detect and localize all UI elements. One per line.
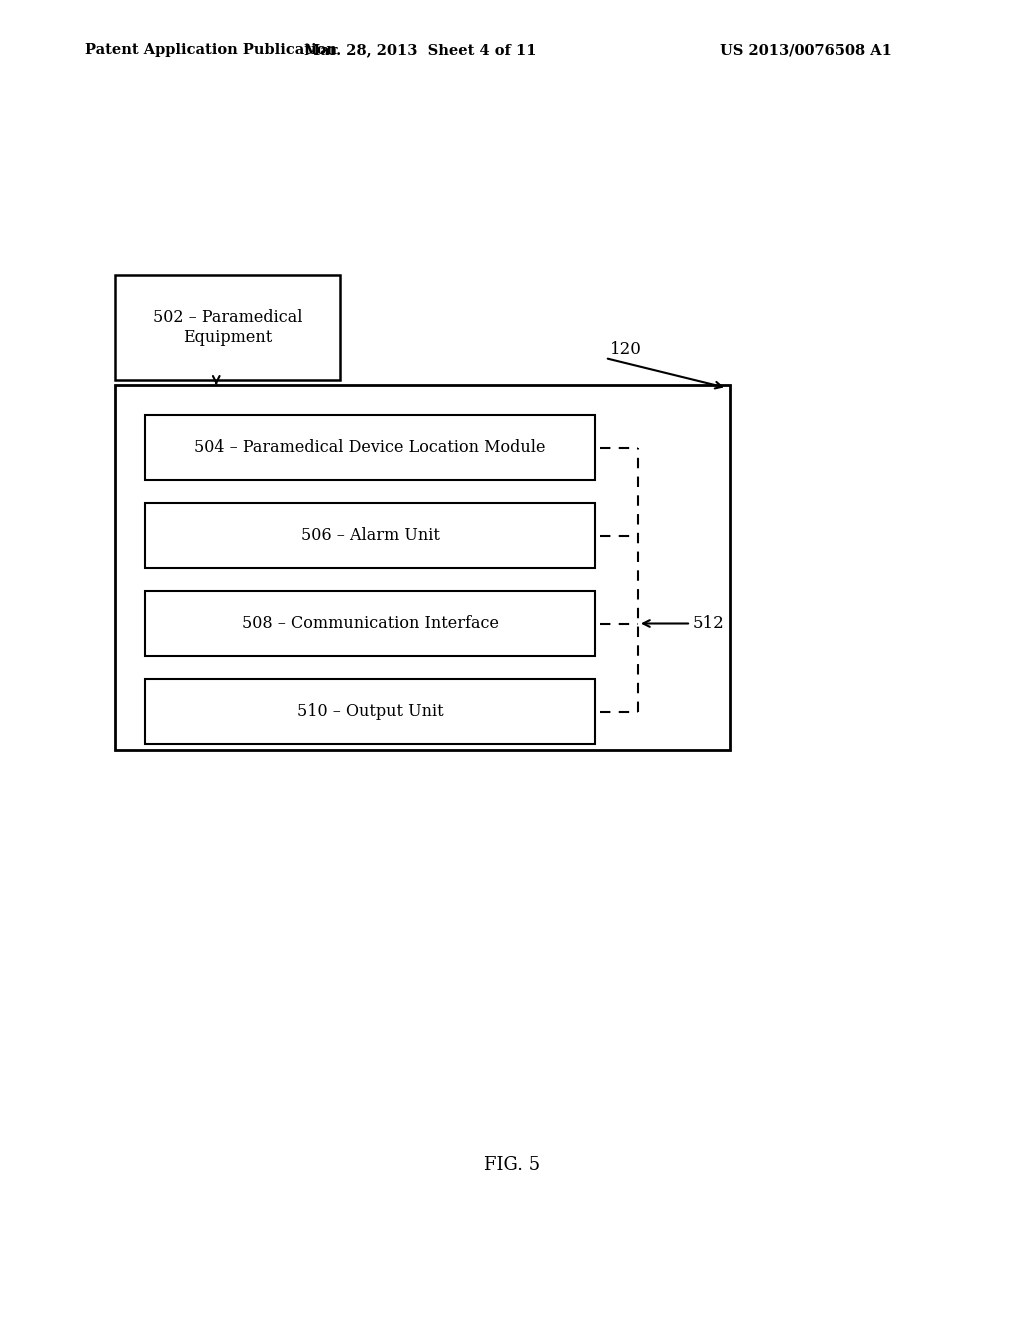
Text: Patent Application Publication: Patent Application Publication [85,44,337,57]
Text: 510 – Output Unit: 510 – Output Unit [297,704,443,719]
Text: FIG. 5: FIG. 5 [484,1156,540,1173]
Bar [115,385,730,750]
Text: US 2013/0076508 A1: US 2013/0076508 A1 [720,44,892,57]
Text: Mar. 28, 2013  Sheet 4 of 11: Mar. 28, 2013 Sheet 4 of 11 [304,44,537,57]
Bar [145,414,595,480]
Text: 120: 120 [610,342,642,359]
Text: 512: 512 [693,615,725,632]
Bar [145,503,595,568]
Text: 506 – Alarm Unit: 506 – Alarm Unit [301,527,439,544]
Bar [115,275,340,380]
Text: 502 – Paramedical
Equipment: 502 – Paramedical Equipment [153,309,302,346]
Bar [145,678,595,744]
Text: 504 – Paramedical Device Location Module: 504 – Paramedical Device Location Module [195,440,546,455]
Bar [145,591,595,656]
Text: 508 – Communication Interface: 508 – Communication Interface [242,615,499,632]
